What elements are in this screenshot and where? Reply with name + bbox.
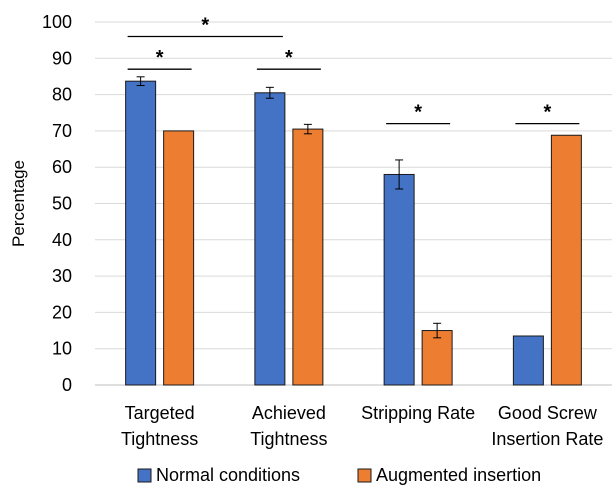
x-category-label: Stripping Rate [361,403,475,423]
significance-star: * [201,15,209,37]
error-bars [136,76,442,339]
legend-label: Augmented insertion [376,465,541,485]
y-tick-label: 80 [52,85,72,105]
y-tick-label: 20 [52,302,72,322]
bars [125,80,582,386]
legend-swatch [137,468,152,483]
significance-star: * [414,102,422,124]
bar-normal [512,335,544,386]
bar-augmented [163,130,195,386]
legend-label: Normal conditions [156,465,300,485]
x-axis-categories: Targeted Tightness Achieved Tightness Stripp… [121,403,603,449]
y-tick-label: 60 [52,157,72,177]
bar-normal [383,173,415,386]
y-tick-label: 30 [52,266,72,286]
y-tick-label: 70 [52,121,72,141]
x-category-label: Tightness [250,429,327,449]
legend: Normal conditions Augmented insertion [137,465,541,485]
y-tick-label: 10 [52,339,72,359]
y-tick-label: 50 [52,194,72,214]
y-tick-label: 100 [42,12,72,32]
y-tick-label: 0 [62,375,72,395]
x-category-label: Insertion Rate [491,429,603,449]
significance-star: * [285,47,293,69]
bar-augmented [421,330,453,386]
y-tick-label: 40 [52,230,72,250]
x-category-label: Achieved [252,403,326,423]
y-tick-label: 90 [52,48,72,68]
bar-augmented [292,128,324,386]
y-axis-ticks: 0 10 20 30 40 50 60 70 80 90 100 [42,12,72,395]
y-axis-title: Percentage [9,160,28,247]
legend-swatch [357,468,372,483]
bar-augmented [550,134,582,386]
significance-markers: * * * * * [127,15,580,125]
bar-normal [125,80,157,386]
x-category-label: Good Screw [498,403,598,423]
bar-normal [254,92,286,386]
x-category-label: Tightness [121,429,198,449]
significance-star: * [156,47,164,69]
x-category-label: Targeted [125,403,195,423]
significance-star: * [543,102,551,124]
